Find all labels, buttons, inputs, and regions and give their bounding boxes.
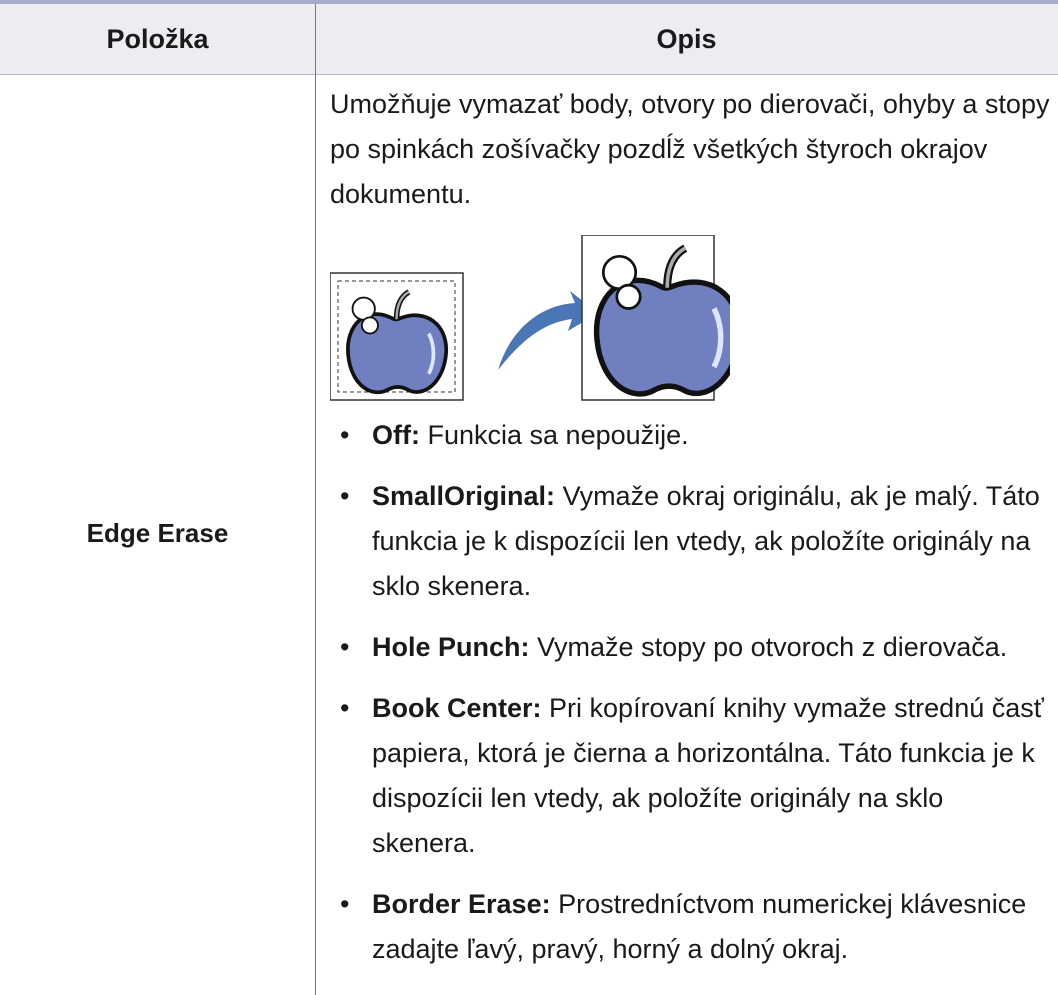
option-term: Off: (372, 420, 420, 450)
option-term: Border Erase: (372, 889, 551, 919)
option-text: Prostredníctvom numerickej klávesnice za… (372, 889, 1027, 964)
option-text: Pri kopírovaní knihy vymaže strednú časť… (372, 693, 1044, 858)
edge-erase-illustration (329, 234, 742, 401)
description: Umožňuje vymazať body, otvory po dierova… (330, 89, 1050, 209)
item-name: Edge Erase (86, 518, 229, 548)
illustration (329, 234, 1050, 405)
option: Off: Funkcia sa nepoužije. (330, 413, 1050, 458)
option-term: Hole Punch: (372, 632, 530, 662)
column-header: Opis (656, 24, 717, 54)
option-text: Funkcia sa nepoužije. (427, 420, 689, 450)
option: Hole Punch: Vymaže stopy po otvoroch z d… (330, 625, 1050, 670)
option-list: Off: Funkcia sa nepoužije. SmallOriginal:… (330, 413, 1050, 972)
option-text: Vymaže okraj originálu, ak je malý. Táto… (372, 481, 1040, 601)
option: Border Erase: Prostredníctvom numerickej… (330, 882, 1050, 972)
option-term: Book Center: (372, 693, 542, 723)
column-header: Položka (106, 24, 209, 54)
option: SmallOriginal: Vymaže okraj originálu, a… (330, 474, 1050, 609)
top-rule (0, 0, 1058, 4)
option-text: Vymaže stopy po otvoroch z dierovača. (537, 632, 1008, 662)
column-divider (315, 4, 316, 995)
table-header: Položka Opis (0, 4, 1058, 75)
option: Book Center: Pri kopírovaní knihy vymaže… (330, 686, 1050, 866)
option-term: SmallOriginal: (372, 481, 556, 511)
description-cell: Umožňuje vymazať body, otvory po dierova… (329, 82, 1050, 988)
